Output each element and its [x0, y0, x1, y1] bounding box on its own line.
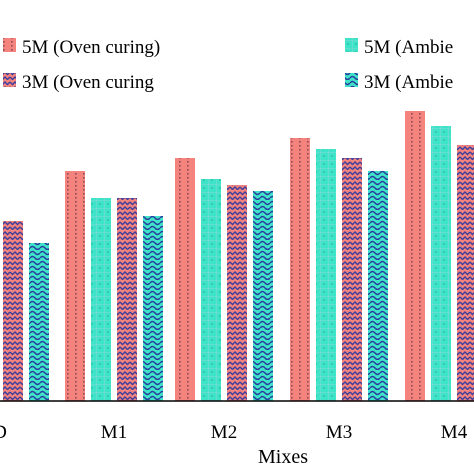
bars-group: [3, 111, 474, 401]
x-tick-label-m4: M4: [441, 422, 468, 443]
bar-3m-oven-m4: [457, 145, 474, 401]
bar-3m-ambient-m1: [143, 216, 163, 401]
bar-5m-ambient-m1: [91, 198, 111, 401]
legend-swatch-3m-ambient: [345, 73, 358, 87]
bar-3m-ambient-m2: [253, 191, 273, 401]
legend-swatch-5m-oven: [3, 38, 16, 52]
legend-item-5m-oven: 5M (Oven curing): [3, 37, 160, 58]
legend-item-3m-oven: 3M (Oven curing: [3, 72, 154, 93]
bar-3m-oven-m2: [227, 185, 247, 401]
bar-3m-oven-d: [3, 221, 23, 401]
legend-label-5m-ambient: 5M (Ambie: [364, 37, 453, 58]
legend-item-3m-ambient: 3M (Ambie: [345, 72, 453, 93]
bar-5m-oven-m3: [290, 138, 310, 401]
x-tick-label-m3: M3: [326, 422, 352, 443]
bar-5m-oven-m1: [65, 171, 85, 401]
bar-3m-ambient-d: [29, 243, 49, 401]
legend-label-3m-oven: 3M (Oven curing: [22, 72, 154, 93]
bar-5m-ambient-m3: [316, 149, 336, 401]
bar-3m-oven-m1: [117, 198, 137, 401]
legend-item-5m-ambient: 5M (Ambie: [345, 37, 453, 58]
bar-5m-ambient-m4: [431, 126, 451, 401]
legend: 5M (Oven curing) 5M (Ambie 3M (Oven curi…: [3, 37, 453, 93]
legend-swatch-5m-ambient: [345, 38, 358, 52]
bar-3m-oven-m3: [342, 158, 362, 401]
bar-5m-oven-m4: [405, 111, 425, 401]
legend-swatch-3m-oven: [3, 73, 16, 87]
bar-5m-oven-m2: [175, 158, 195, 401]
x-axis-title: Mixes: [258, 446, 308, 468]
legend-label-3m-ambient: 3M (Ambie: [364, 72, 453, 93]
x-tick-label-m1: M1: [101, 422, 127, 443]
legend-label-5m-oven: 5M (Oven curing): [22, 37, 160, 58]
x-tick-label-m2: M2: [211, 422, 237, 443]
x-ticks-group: D M1 M2 M3 M4: [0, 422, 468, 443]
bar-3m-ambient-m3: [368, 171, 388, 401]
bar-5m-ambient-m2: [201, 179, 221, 401]
x-tick-label-d: D: [0, 422, 7, 443]
